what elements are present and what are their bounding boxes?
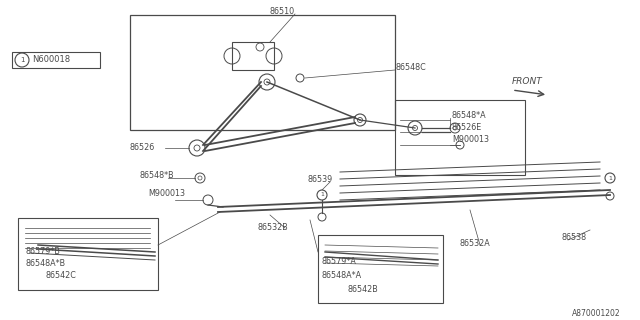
Text: 86548*A: 86548*A bbox=[452, 110, 486, 119]
Text: FRONT: FRONT bbox=[512, 77, 543, 86]
Text: 86538: 86538 bbox=[562, 234, 587, 243]
Text: M900013: M900013 bbox=[148, 189, 185, 198]
Text: 86539: 86539 bbox=[308, 175, 333, 185]
Text: 86548A*B: 86548A*B bbox=[25, 259, 65, 268]
Text: 1: 1 bbox=[20, 57, 24, 63]
Text: 86526E: 86526E bbox=[452, 123, 483, 132]
Text: 86579*A: 86579*A bbox=[322, 258, 357, 267]
Bar bbox=[232, 42, 274, 70]
Text: M900013: M900013 bbox=[452, 135, 489, 145]
Text: 86548A*A: 86548A*A bbox=[322, 270, 362, 279]
Text: 86548C: 86548C bbox=[396, 63, 427, 73]
Text: 1: 1 bbox=[608, 175, 612, 180]
Text: 1: 1 bbox=[320, 193, 324, 197]
Bar bbox=[395, 100, 525, 175]
Text: 86510: 86510 bbox=[270, 7, 295, 17]
Text: 86532B: 86532B bbox=[258, 223, 289, 233]
Text: 86542C: 86542C bbox=[45, 271, 76, 281]
Bar bbox=[12, 52, 100, 68]
Text: 86526: 86526 bbox=[130, 143, 156, 153]
Text: 86548*B: 86548*B bbox=[140, 172, 175, 180]
Text: A870001202: A870001202 bbox=[572, 309, 621, 318]
Text: 86579*B: 86579*B bbox=[25, 247, 60, 257]
Bar bbox=[130, 15, 395, 130]
Bar bbox=[18, 218, 158, 290]
Text: N600018: N600018 bbox=[32, 55, 70, 65]
Text: 86532A: 86532A bbox=[460, 239, 491, 249]
Bar bbox=[318, 235, 443, 303]
Text: 86542B: 86542B bbox=[348, 285, 379, 294]
